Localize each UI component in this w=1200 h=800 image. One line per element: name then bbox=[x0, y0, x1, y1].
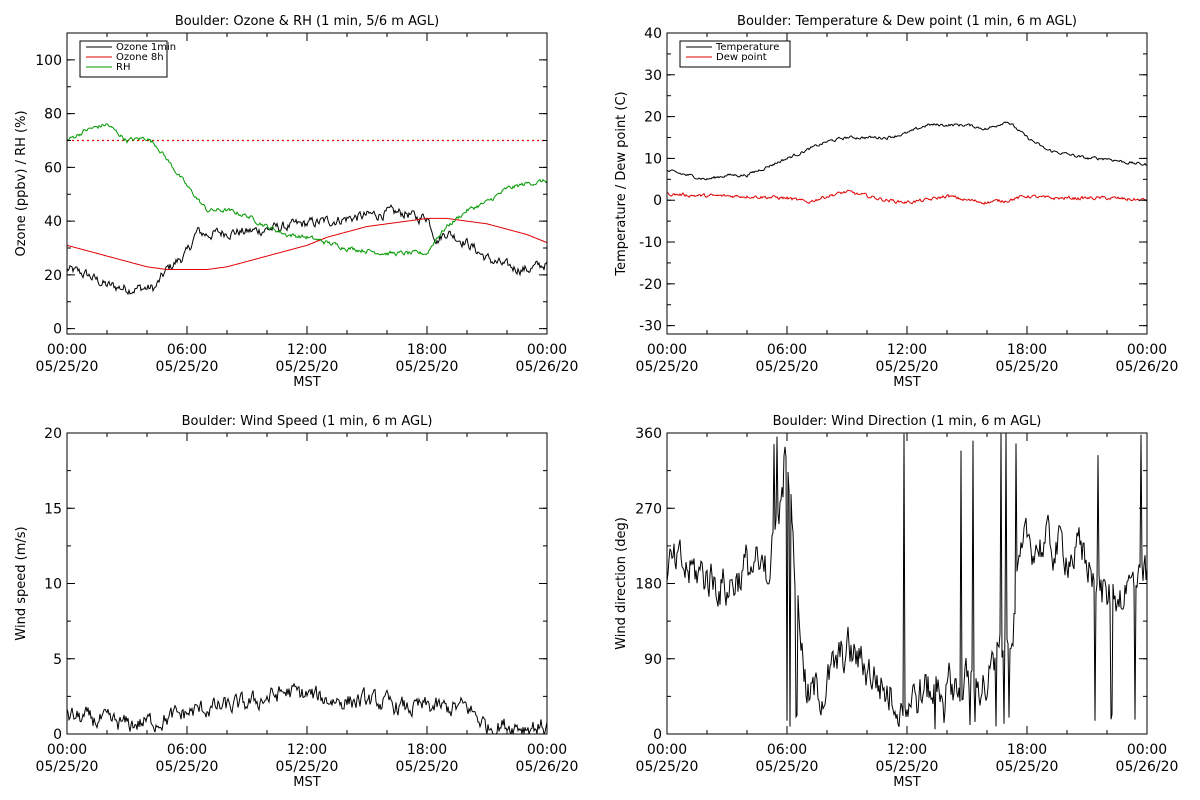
x-tick-date: 05/25/20 bbox=[396, 759, 459, 775]
x-tick-time: 06:00 bbox=[167, 742, 207, 758]
x-tick-date: 05/25/20 bbox=[396, 359, 459, 375]
y-tick-label: -20 bbox=[639, 277, 662, 293]
y-tick-label: 360 bbox=[635, 426, 662, 442]
plot-frame bbox=[66, 432, 548, 735]
x-axis-label: MST bbox=[293, 775, 320, 790]
y-tick-label: 30 bbox=[644, 68, 662, 84]
legend-label: Ozone 1min bbox=[116, 42, 176, 53]
chart-title: Boulder: Temperature & Dew point (1 min,… bbox=[737, 14, 1077, 29]
x-tick-date: 05/26/20 bbox=[1116, 359, 1179, 375]
x-tick-time: 00:00 bbox=[527, 342, 567, 358]
y-tick-label: 270 bbox=[635, 501, 662, 517]
series-line-temperature bbox=[667, 121, 1147, 181]
x-tick-date: 05/25/20 bbox=[156, 759, 219, 775]
x-tick-time: 00:00 bbox=[527, 742, 567, 758]
x-axis-label: MST bbox=[293, 375, 320, 390]
x-tick-time: 06:00 bbox=[167, 342, 207, 358]
y-tick-label: 100 bbox=[35, 53, 62, 69]
x-tick-time: 12:00 bbox=[287, 742, 327, 758]
x-tick-date: 05/25/20 bbox=[756, 359, 819, 375]
y-tick-label: 80 bbox=[44, 107, 62, 123]
y-tick-label: 15 bbox=[44, 501, 62, 517]
x-tick-time: 06:00 bbox=[767, 742, 807, 758]
x-tick-date: 05/25/20 bbox=[636, 759, 699, 775]
y-tick-label: 0 bbox=[53, 322, 62, 338]
x-tick-time: 06:00 bbox=[767, 342, 807, 358]
y-tick-label: 40 bbox=[44, 214, 62, 230]
x-tick-date: 05/25/20 bbox=[36, 359, 99, 375]
x-axis-label: MST bbox=[893, 375, 920, 390]
y-tick-label: 180 bbox=[635, 577, 662, 593]
x-tick-date: 05/25/20 bbox=[876, 359, 939, 375]
x-tick-time: 00:00 bbox=[647, 342, 687, 358]
legend-box bbox=[679, 40, 791, 68]
chart-title: Boulder: Wind Speed (1 min, 6 m AGL) bbox=[182, 414, 433, 429]
x-tick-time: 18:00 bbox=[407, 742, 447, 758]
x-tick-time: 12:00 bbox=[887, 742, 927, 758]
x-tick-date: 05/25/20 bbox=[636, 359, 699, 375]
x-tick-date: 05/25/20 bbox=[156, 359, 219, 375]
series-line-3 bbox=[67, 682, 547, 734]
x-tick-date: 05/25/20 bbox=[276, 759, 339, 775]
plot-frame bbox=[66, 32, 548, 335]
x-tick-time: 18:00 bbox=[1007, 342, 1047, 358]
x-tick-date: 05/25/20 bbox=[876, 759, 939, 775]
x-tick-time: 00:00 bbox=[1127, 342, 1167, 358]
x-tick-time: 00:00 bbox=[1127, 742, 1167, 758]
y-tick-label: 60 bbox=[44, 160, 62, 176]
x-tick-time: 12:00 bbox=[287, 342, 327, 358]
y-tick-label: 20 bbox=[44, 268, 62, 284]
x-tick-date: 05/25/20 bbox=[276, 359, 339, 375]
x-tick-date: 05/26/20 bbox=[516, 359, 579, 375]
series-line-ozone-1min bbox=[67, 204, 547, 296]
y-tick-label: 90 bbox=[644, 652, 662, 668]
y-tick-label: 40 bbox=[644, 26, 662, 42]
chart-title: Boulder: Ozone & RH (1 min, 5/6 m AGL) bbox=[175, 14, 439, 29]
x-tick-date: 05/26/20 bbox=[516, 759, 579, 775]
legend-label: Dew point bbox=[716, 52, 767, 63]
x-tick-time: 18:00 bbox=[1007, 742, 1047, 758]
series-line-rh bbox=[67, 123, 547, 257]
x-tick-date: 05/25/20 bbox=[996, 359, 1059, 375]
series-line-4 bbox=[667, 433, 1147, 730]
y-tick-label: 0 bbox=[53, 727, 62, 743]
x-tick-time: 00:00 bbox=[647, 742, 687, 758]
x-tick-date: 05/25/20 bbox=[996, 759, 1059, 775]
plot-frame bbox=[666, 432, 1148, 735]
series-line-dew-point bbox=[667, 189, 1147, 206]
legend-label: Ozone 8h bbox=[116, 52, 164, 63]
x-tick-date: 05/25/20 bbox=[36, 759, 99, 775]
legend-label: Temperature bbox=[715, 42, 779, 53]
y-tick-label: 10 bbox=[44, 577, 62, 593]
y-tick-label: -10 bbox=[639, 235, 662, 251]
x-tick-time: 12:00 bbox=[887, 342, 927, 358]
y-axis-label: Temperature / Dew point (C) bbox=[614, 91, 629, 276]
y-tick-label: 20 bbox=[644, 110, 662, 126]
y-tick-label: 10 bbox=[644, 151, 662, 167]
x-tick-time: 00:00 bbox=[47, 742, 87, 758]
y-axis-label: Ozone (ppbv) / RH (%) bbox=[14, 110, 29, 256]
y-tick-label: 0 bbox=[653, 193, 662, 209]
y-axis-label: Wind speed (m/s) bbox=[14, 526, 29, 640]
legend-label: RH bbox=[116, 62, 130, 73]
x-tick-date: 05/25/20 bbox=[756, 759, 819, 775]
y-axis-label: Wind direction (deg) bbox=[614, 517, 629, 650]
y-tick-label: 5 bbox=[53, 652, 62, 668]
x-tick-date: 05/26/20 bbox=[1116, 759, 1179, 775]
x-tick-time: 00:00 bbox=[47, 342, 87, 358]
y-tick-label: 20 bbox=[44, 426, 62, 442]
plot-frame bbox=[666, 32, 1148, 335]
series-line-ozone-8h bbox=[67, 217, 547, 270]
y-tick-label: -30 bbox=[639, 319, 662, 335]
x-tick-time: 18:00 bbox=[407, 342, 447, 358]
chart-title: Boulder: Wind Direction (1 min, 6 m AGL) bbox=[773, 414, 1042, 429]
x-axis-label: MST bbox=[893, 775, 920, 790]
y-tick-label: 0 bbox=[653, 727, 662, 743]
